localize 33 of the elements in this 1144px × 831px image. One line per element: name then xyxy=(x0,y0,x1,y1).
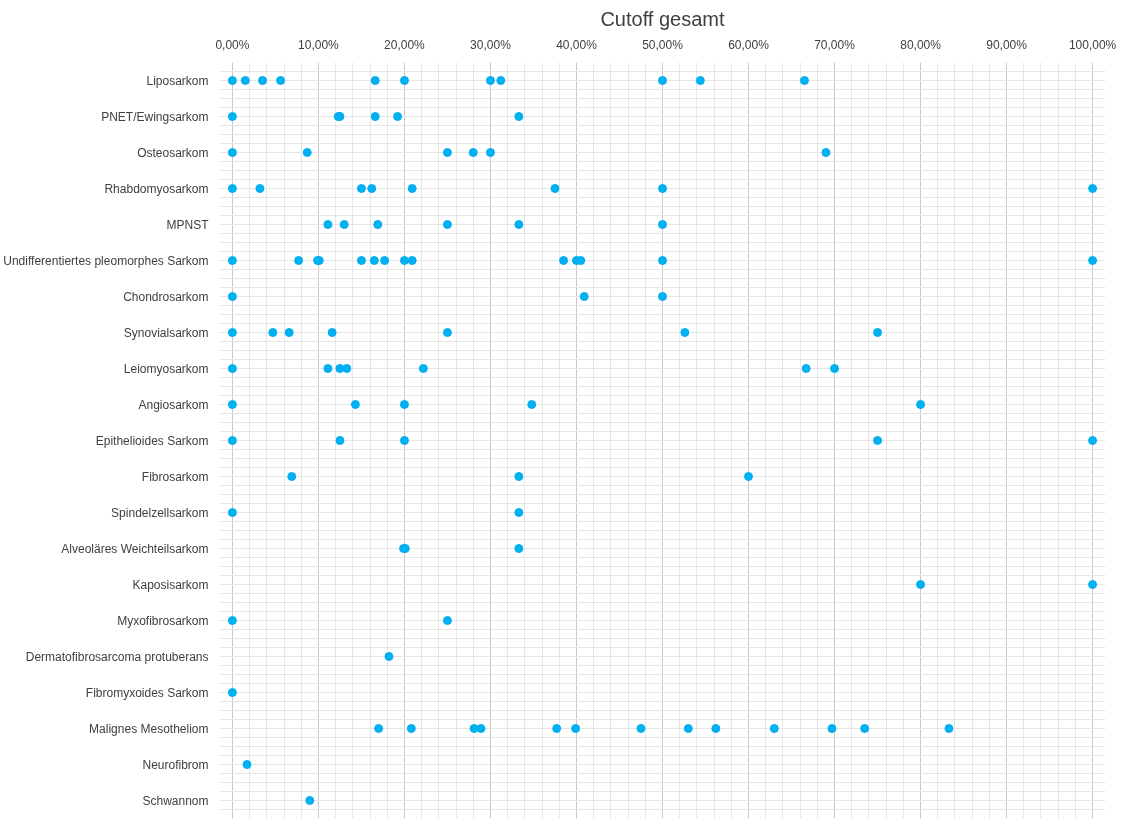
y-tick-label: Myxofibrosarkom xyxy=(117,613,209,628)
y-tick-label: Schwannom xyxy=(142,793,209,808)
y-tick-label: Fibrosarkom xyxy=(141,469,209,484)
y-tick-label: Spindelzellsarkom xyxy=(111,505,209,520)
y-tick-label: Malignes Mesotheliom xyxy=(89,721,209,736)
x-tick-label: 40,00% xyxy=(556,37,598,52)
y-tick-label: PNET/Ewingsarkom xyxy=(101,109,209,124)
x-tick-label: 100,00% xyxy=(1068,37,1117,52)
x-tick-label: 90,00% xyxy=(986,37,1028,52)
y-tick-label: Kaposisarkom xyxy=(132,577,209,592)
chart-title: Cutoff gesamt xyxy=(600,7,726,30)
y-tick-label: Epithelioides Sarkom xyxy=(95,433,209,448)
y-tick-label: MPNST xyxy=(166,217,210,232)
y-tick-label: Dermatofibrosarcoma protuberans xyxy=(25,649,209,664)
x-tick-label: 70,00% xyxy=(814,37,856,52)
x-tick-label: 80,00% xyxy=(900,37,942,52)
y-tick-label: Angiosarkom xyxy=(138,397,209,412)
y-tick-label: Liposarkom xyxy=(146,73,209,88)
y-tick-label: Leiomyosarkom xyxy=(123,361,209,376)
x-tick-label: 50,00% xyxy=(642,37,684,52)
y-tick-label: Chondrosarkom xyxy=(123,289,209,304)
x-tick-label: 10,00% xyxy=(298,37,340,52)
x-tick-label: 60,00% xyxy=(728,37,770,52)
y-tick-label: Rhabdomyosarkom xyxy=(104,181,209,196)
x-tick-label: 30,00% xyxy=(470,37,512,52)
x-tick-label: 0,00% xyxy=(215,37,250,52)
y-tick-label: Neurofibrom xyxy=(142,757,209,772)
y-tick-label: Synovialsarkom xyxy=(123,325,209,340)
y-tick-label: Undifferentiertes pleomorphes Sarkom xyxy=(3,253,209,268)
x-tick-label: 20,00% xyxy=(384,37,426,52)
y-tick-label: Osteosarkom xyxy=(137,145,209,160)
y-tick-label: Alveoläres Weichteilsarkom xyxy=(61,541,209,556)
y-tick-label: Fibromyxoides Sarkom xyxy=(85,685,209,700)
